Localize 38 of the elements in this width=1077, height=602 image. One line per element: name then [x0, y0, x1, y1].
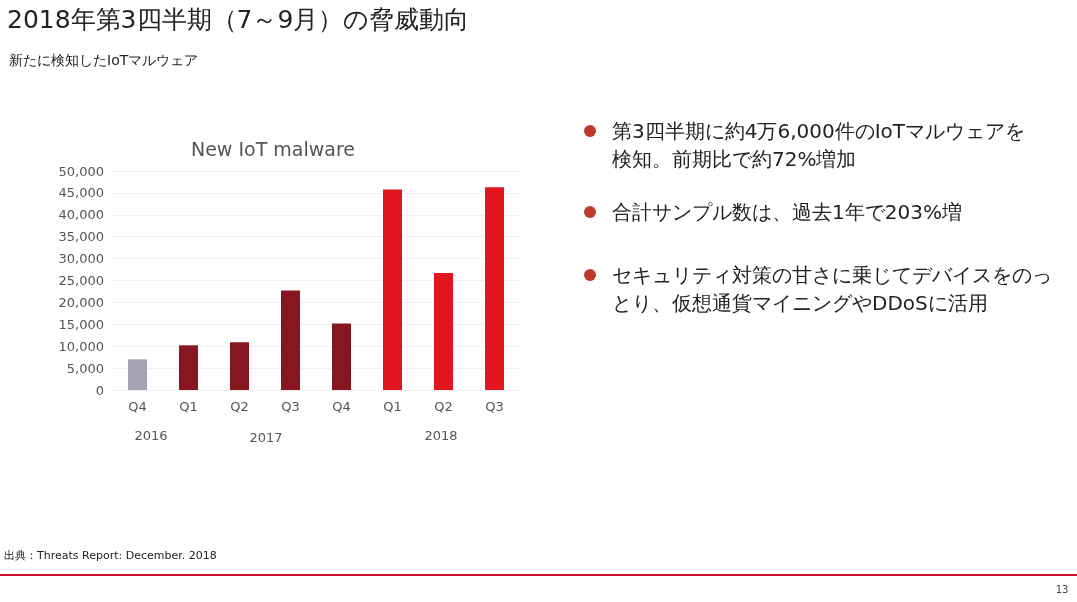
text: 合計サンプル数は、過去1年で203%増: [612, 200, 962, 224]
bar: [230, 342, 249, 390]
x-tick-label: Q2: [434, 399, 453, 414]
x-tick-label: Q1: [179, 399, 198, 414]
y-tick-label: 10,000: [58, 338, 104, 354]
text: 2016: [134, 427, 168, 443]
y-tick-label: 20,000: [58, 294, 104, 310]
y-tick-label: 25,000: [58, 273, 104, 288]
text: New IoT malware: [190, 138, 356, 161]
source-note: 出典：Threats Report: December. 2018: [4, 548, 217, 562]
y-tick-label: 5,000: [66, 360, 104, 376]
bar: [179, 345, 198, 390]
y-tick-label: 35,000: [58, 229, 104, 245]
x-tick-label: Q3: [281, 399, 300, 414]
y-tick-label: 30,000: [58, 251, 104, 267]
text: 第3四半期に約4万6,000件のIoTマルウェアを検知。前期比で約72%増加: [612, 119, 1026, 171]
x-tick-label: Q1: [383, 399, 402, 414]
x-tick-label: Q2: [230, 399, 249, 414]
chart-subtitle: 新たに検知したIoTマルウェア: [9, 52, 199, 68]
text: 13: [1055, 584, 1069, 595]
y-tick-label: 15,000: [58, 316, 104, 332]
bar: [383, 189, 402, 390]
y-tick-label: 0: [95, 382, 104, 398]
chart-title: 2018年第3四半期（7～9月）の脅威動向: [7, 5, 470, 34]
bar: [281, 290, 300, 390]
text: 2018: [424, 427, 458, 443]
text: 2017: [249, 429, 283, 445]
y-tick-label: 50,000: [58, 163, 104, 179]
text: セキュリティ対策の甘さに乗じてデバイスをのっとり、仮想通貨マイニングやDDoSに活用: [612, 263, 1052, 315]
bar: [434, 273, 453, 390]
bar: [332, 323, 351, 390]
y-tick-label: 45,000: [58, 185, 104, 201]
bar: [128, 359, 147, 390]
x-tick-label: Q4: [332, 399, 351, 414]
bar: [485, 187, 504, 390]
y-tick-label: 40,000: [58, 207, 104, 223]
x-tick-label: Q4: [128, 399, 147, 414]
x-tick-label: Q3: [485, 399, 504, 414]
